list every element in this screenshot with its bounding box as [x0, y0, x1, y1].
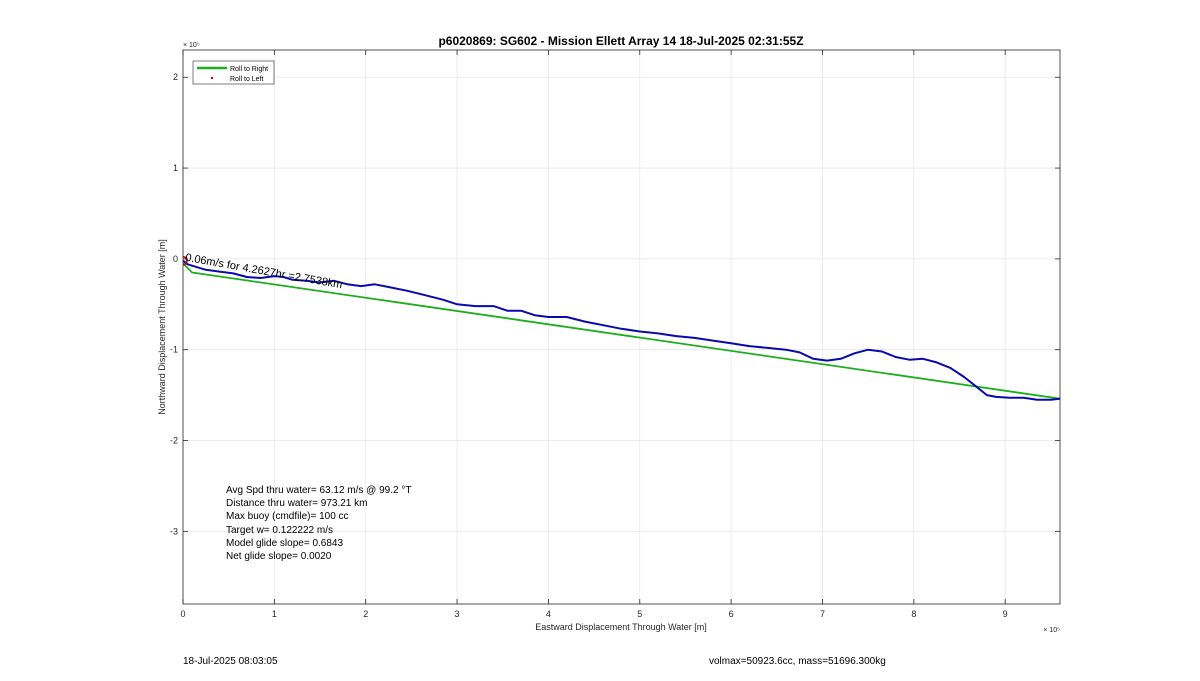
footer-vol-mass: volmax=50923.6cc, mass=51696.300kg	[709, 656, 886, 667]
stats-block: Avg Spd thru water= 63.12 m/s @ 99.2 °T …	[226, 484, 411, 563]
x-tick-label: 5	[637, 609, 642, 619]
y-tick-label: -2	[170, 436, 178, 446]
start-marker	[183, 255, 188, 266]
x-tick-label: 1	[272, 609, 277, 619]
x-tick-label: 7	[820, 609, 825, 619]
legend-label-roll-right: Roll to Right	[230, 66, 268, 73]
y-exponent-label: × 10⁵	[183, 42, 200, 49]
x-axis-label: Eastward Displacement Through Water [m]	[535, 622, 707, 632]
stat-distance: Distance thru water= 973.21 km	[226, 498, 368, 510]
y-tick-label: -3	[170, 526, 178, 536]
stat-net-glide: Net glide slope= 0.0020	[226, 551, 332, 563]
chart-title: p6020869: SG602 - Mission Ellett Array 1…	[438, 34, 803, 48]
y-tick-label: 2	[173, 72, 178, 82]
stat-max-buoy: Max buoy (cmdfile)= 100 cc	[226, 511, 349, 523]
x-exponent-label: × 10⁵	[1043, 627, 1060, 634]
x-tick-label: 9	[1003, 609, 1008, 619]
legend-label-roll-left: Roll to Left	[230, 76, 264, 83]
grid-lines	[182, 50, 1060, 604]
y-tick-label: 1	[173, 163, 178, 173]
x-tick-label: 0	[180, 609, 185, 619]
series-layer	[183, 255, 1060, 401]
x-tick-label: 8	[911, 609, 916, 619]
series-line-track	[183, 259, 1060, 401]
legend-swatch-roll-left	[210, 76, 214, 80]
series-line-roll-right	[183, 262, 1060, 400]
x-tick-label: 4	[546, 609, 551, 619]
y-tick-label: -1	[170, 345, 178, 355]
legend: Roll to Right Roll to Left	[192, 60, 275, 85]
axis-ticks: 0 1 2 3 4 5 6 7 8 9 2 1 0 -1 -2 -3	[170, 50, 1060, 619]
plot-frame	[182, 49, 1061, 605]
x-tick-label: 3	[455, 609, 460, 619]
stat-avg-speed: Avg Spd thru water= 63.12 m/s @ 99.2 °T	[226, 485, 412, 496]
y-tick-label: 0	[173, 254, 178, 264]
stat-target-w: Target w= 0.122222 m/s	[226, 524, 334, 536]
footer-timestamp: 18-Jul-2025 08:03:05	[183, 656, 278, 667]
y-axis-label: Northward Displacement Through Water [m]	[157, 239, 167, 415]
x-tick-label: 2	[363, 609, 368, 619]
x-tick-label: 6	[729, 609, 734, 619]
stat-model-glide: Model glide slope= 0.6843	[226, 537, 344, 549]
